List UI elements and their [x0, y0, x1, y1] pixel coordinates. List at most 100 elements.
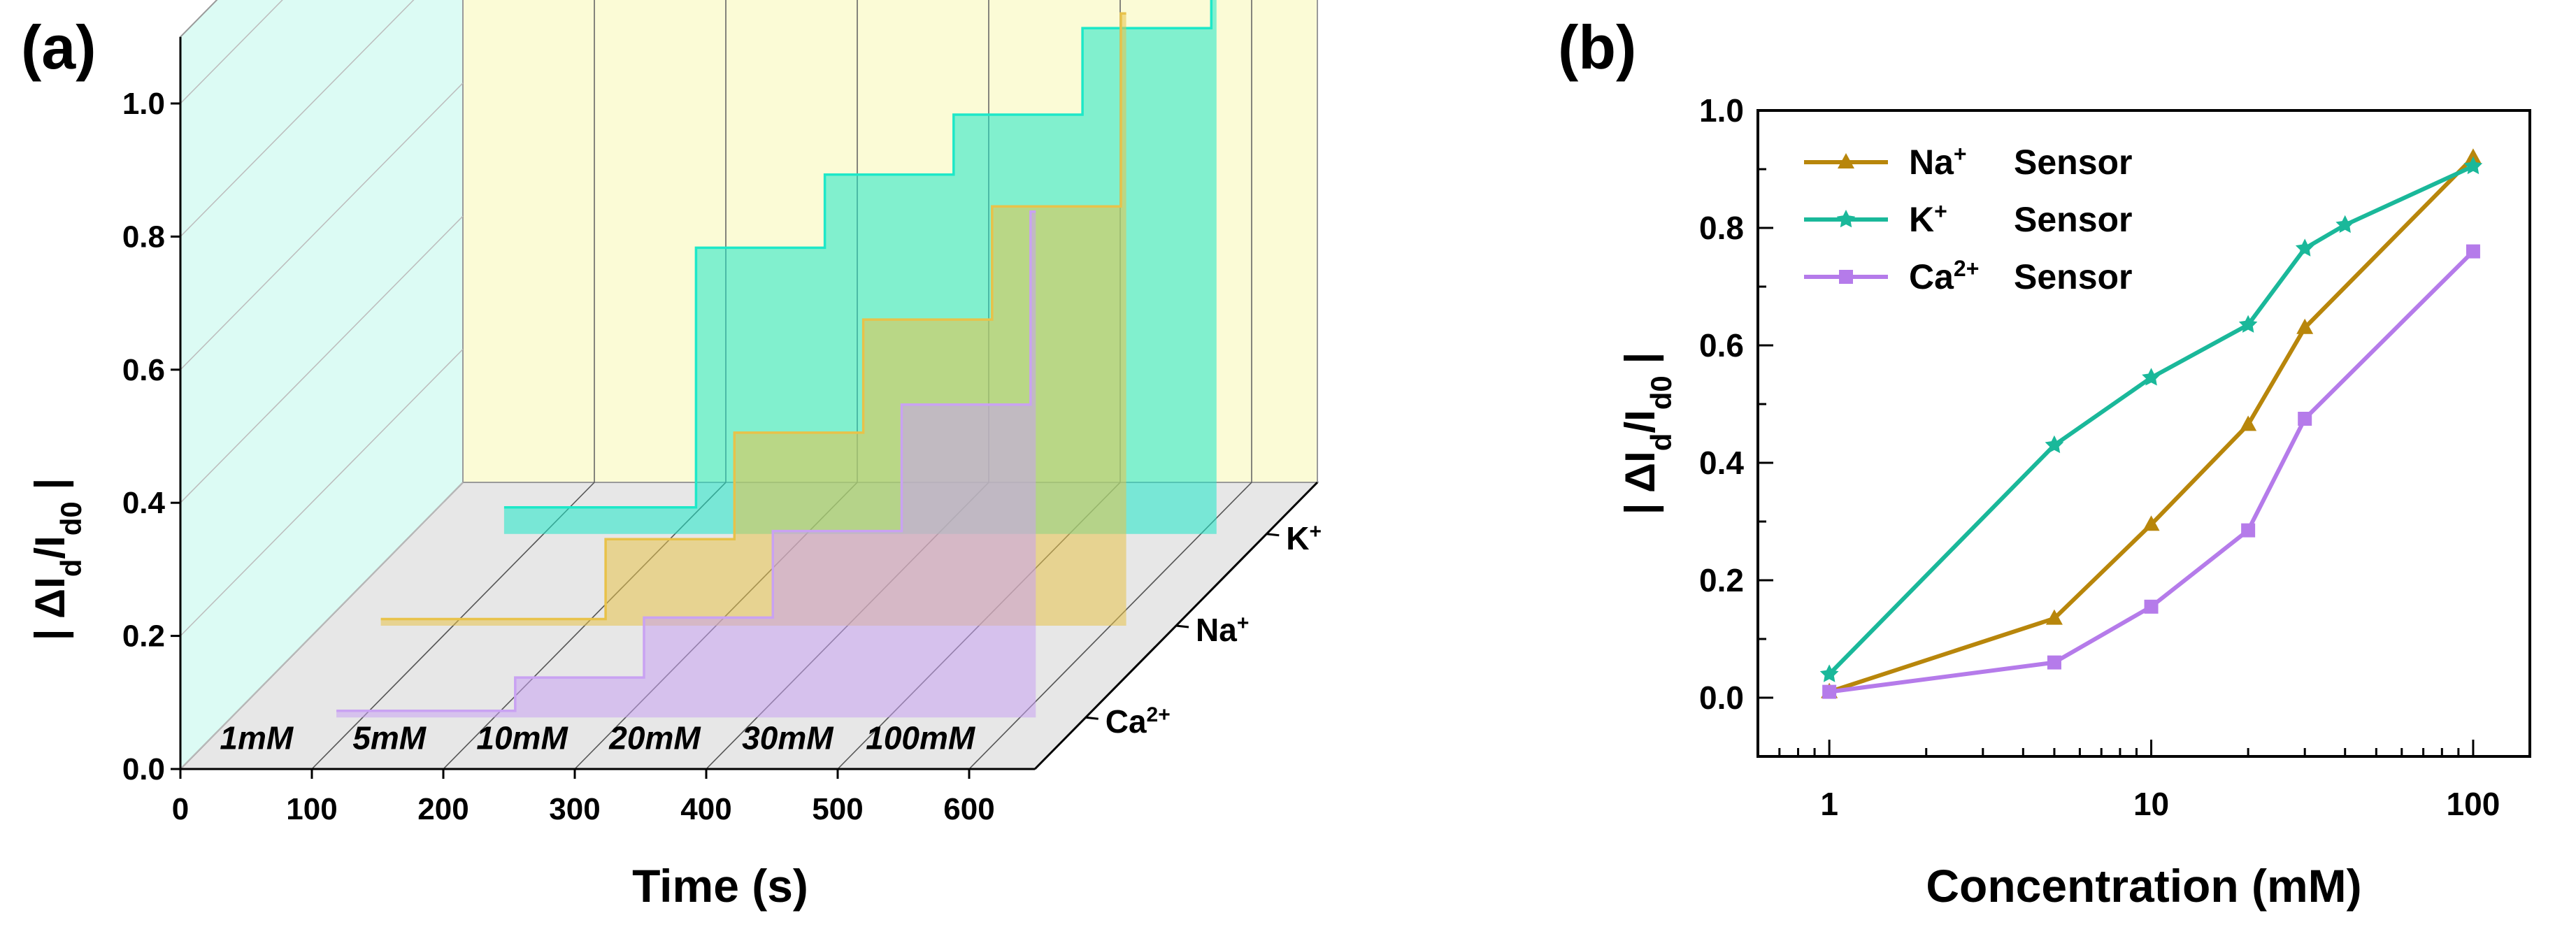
data-point-naplus	[2045, 609, 2063, 625]
y-tick-label: 1.0	[122, 87, 165, 121]
y-axis-title-part: |	[27, 478, 74, 501]
depth-label: Ca2+	[1105, 703, 1171, 740]
x-tick-label: 100	[2447, 786, 2500, 822]
legend-label-naplus: Sensor	[2014, 143, 2133, 182]
series-line-ca2plus	[1829, 250, 2475, 694]
x-tick-label: 1	[1820, 786, 1838, 822]
y-axis-title-subscript: d0	[55, 501, 87, 536]
x-axis-title: Concentration (mM)	[1926, 860, 2361, 912]
x-tick-label: 500	[812, 792, 863, 826]
panel-b-label: (b)	[1558, 13, 1636, 82]
x-tick-label: 100	[286, 792, 337, 826]
y-tick-label: 0.8	[122, 220, 165, 254]
legend-ion-symbol: Ca	[1909, 257, 1954, 296]
legend-marker-kplus	[1836, 210, 1856, 228]
y-axis-title-part: /I	[27, 536, 73, 559]
depth-label: K+	[1286, 519, 1322, 556]
data-point-ca2plus	[2144, 599, 2159, 614]
plot-frame	[1756, 109, 2531, 758]
data-point-kplus	[2045, 435, 2064, 454]
x-tick-label: 300	[549, 792, 600, 826]
ribbon-edge-kplus	[503, 0, 1213, 509]
y-tick-label: 0.2	[1699, 562, 1744, 598]
legend-ion-charge: +	[1954, 141, 1967, 166]
series-line-naplus	[1829, 156, 2475, 694]
concentration-label: 100mM	[866, 719, 976, 756]
y-tick-label: 0.4	[1699, 445, 1744, 481]
ribbon-edge-ca2plus	[336, 210, 1036, 712]
depth-tick	[1266, 533, 1280, 537]
y-axis-title-part: /I	[1617, 410, 1663, 433]
data-point-naplus	[2142, 515, 2160, 531]
concentration-label: 5mM	[352, 719, 427, 756]
x-tick-label: 200	[417, 792, 468, 826]
data-point-kplus	[2142, 368, 2161, 386]
legend-ion-kplus: K+	[1909, 199, 1947, 239]
depth-tick	[1085, 716, 1099, 720]
x-tick-label: 10	[2133, 786, 2169, 822]
depth-label: Na+	[1196, 612, 1249, 649]
y-axis-title: | ΔId/Id0 |	[27, 478, 87, 641]
panel-a-3d-chart: 0.0 0.2 0.4 0.6 0.8 1.0 0 100 200 300 400 500 600 Tim…	[27, 0, 1322, 912]
panel-a-label: (a)	[21, 13, 96, 82]
side-wall-gridline	[180, 82, 464, 371]
data-point-ca2plus	[2466, 244, 2480, 259]
legend-ion-charge: 2+	[1954, 256, 1979, 281]
side-wall-gridline	[180, 0, 283, 104]
side-wall-gridline	[180, 349, 464, 637]
panel-b-line-chart: 0.0 0.2 0.4 0.6 0.8 1.0 1 10 100 Concentration (m…	[1617, 92, 2531, 912]
ribbon-edge-naplus	[380, 12, 1126, 621]
concentration-label: 10mM	[476, 719, 568, 756]
y-tick-label: 0.0	[122, 752, 165, 786]
data-point-kplus	[2335, 215, 2354, 234]
data-point-naplus	[2464, 148, 2482, 164]
y-axis-title-part: | ΔI	[27, 577, 74, 640]
y-tick-label: 0.4	[122, 486, 166, 520]
x-tick-label: 600	[943, 792, 994, 826]
side-wall-gridline	[180, 215, 464, 503]
legend-ion-charge: +	[1934, 199, 1947, 224]
side-wall-gridline	[180, 0, 415, 237]
data-point-naplus	[2240, 415, 2257, 431]
concentration-label: 20mM	[608, 719, 701, 756]
y-tick-label: 0.8	[1699, 210, 1744, 246]
x-tick-label: 0	[172, 792, 189, 826]
legend-ion-symbol: Na	[1909, 143, 1954, 182]
legend-ion-symbol: K	[1909, 200, 1934, 239]
depth-label-charge: +	[1310, 519, 1322, 543]
concentration-label: 1mM	[220, 719, 294, 756]
data-point-ca2plus	[2298, 412, 2312, 426]
data-point-naplus	[2296, 318, 2314, 334]
y-tick-label: 0.6	[1699, 327, 1744, 364]
y-axis-title-subscript: d0	[1645, 375, 1677, 410]
data-point-ca2plus	[2047, 655, 2061, 670]
y-tick-label: 0.2	[122, 619, 165, 654]
data-point-ca2plus	[1822, 684, 1837, 699]
ribbon-ca2plus	[336, 211, 1036, 718]
data-point-ca2plus	[2241, 523, 2256, 538]
y-axis-title: | ΔId/Id0 |	[1617, 352, 1677, 515]
legend-ion-ca2plus: Ca2+	[1909, 256, 1979, 296]
data-point-kplus	[2463, 156, 2483, 175]
x-tick-label: 400	[680, 792, 731, 826]
legend-marker-naplus	[1838, 153, 1854, 168]
data-point-kplus	[2295, 238, 2314, 257]
y-tick-label: 1.0	[1699, 92, 1744, 129]
legend-label-kplus: Sensor	[2014, 200, 2133, 239]
legend-marker-ca2plus	[1839, 270, 1853, 284]
depth-tick	[1175, 624, 1189, 628]
concentration-label: 30mM	[742, 719, 834, 756]
y-tick-label: 0.6	[122, 353, 165, 387]
side-wall-gridline	[180, 482, 464, 770]
depth-label-ion: Ca	[1105, 703, 1147, 740]
depth-label-ion: K	[1286, 520, 1309, 556]
y-axis-title-part: | ΔI	[1617, 451, 1664, 515]
depth-label-ion: Na	[1196, 612, 1237, 648]
series-line-kplus	[1827, 164, 2475, 676]
legend-label-ca2plus: Sensor	[2014, 257, 2133, 296]
y-tick-label: 0.0	[1699, 680, 1744, 716]
depth-label-charge: 2+	[1147, 703, 1171, 726]
legend-ion-naplus: Na+	[1909, 141, 1967, 182]
y-axis-title-subscript: d	[55, 559, 87, 577]
